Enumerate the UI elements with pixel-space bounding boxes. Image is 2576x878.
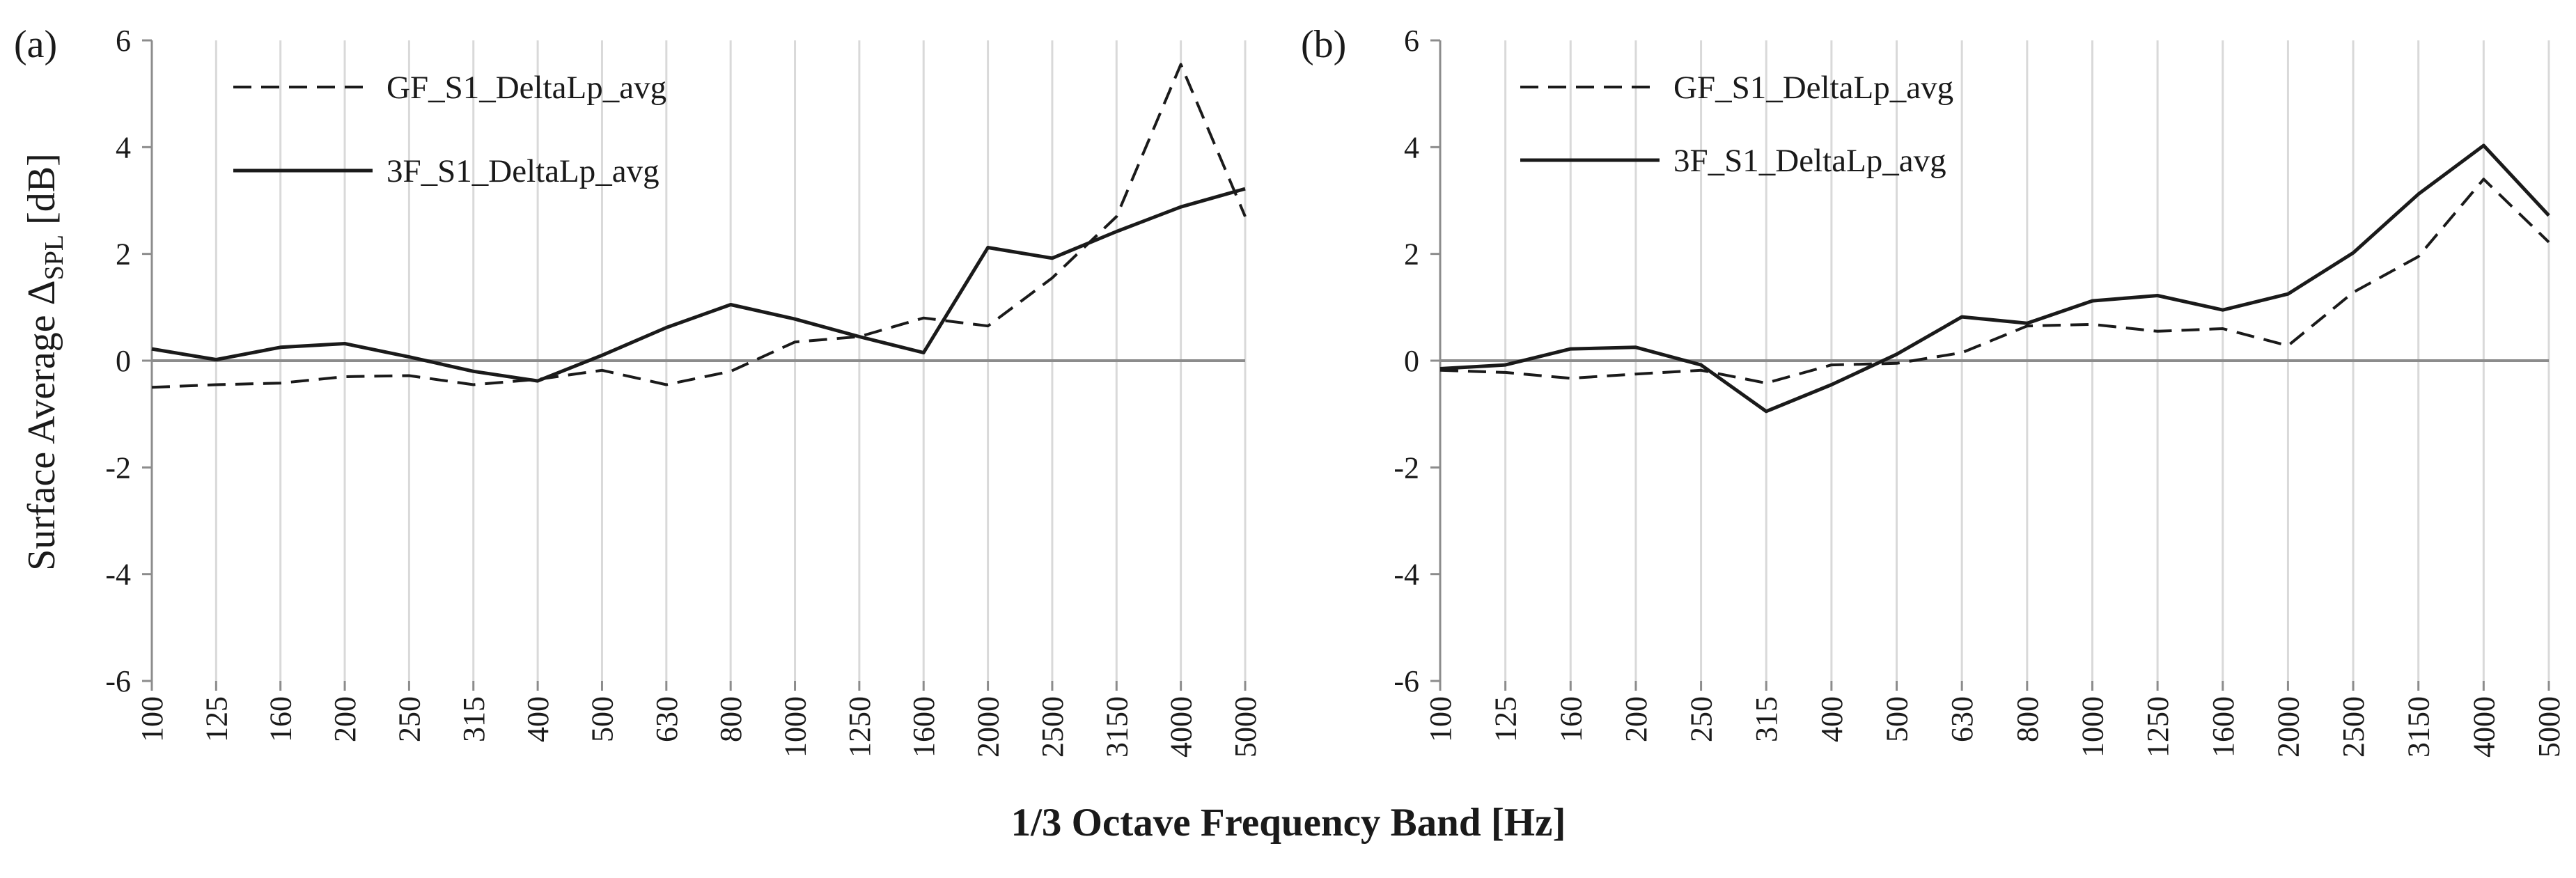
y-tick-label: 2 [116, 237, 131, 272]
x-tick-label-5000: 5000 [2532, 696, 2566, 758]
series-line-3f-s1 [151, 187, 1246, 383]
x-tick-label-630: 630 [1945, 696, 1979, 742]
x-tick-label-400: 400 [521, 696, 555, 742]
x-tick-label-160: 160 [1554, 696, 1588, 742]
x-tick-label-800: 800 [2011, 696, 2045, 742]
x-tick-label-5000: 5000 [1228, 696, 1263, 758]
series-line-gf-s1 [1439, 178, 2550, 385]
x-tick-label-800: 800 [714, 696, 748, 742]
y-tick-label: 4 [1404, 130, 1419, 164]
x-tick-label-2500: 2500 [2336, 696, 2371, 758]
x-tick-label-4000: 4000 [2467, 696, 2501, 758]
x-tick-label-315: 315 [457, 696, 491, 742]
x-tick-label-125: 125 [1489, 696, 1523, 742]
y-tick-label: 2 [1404, 237, 1419, 272]
legend-label-3f-s1: 3F_S1_DeltaLp_avg [387, 153, 659, 189]
y-axis-label: Surface Average ΔSPL [dB] [20, 153, 69, 571]
x-tick-label-1250: 1250 [843, 696, 877, 758]
x-tick-label-125: 125 [199, 696, 233, 742]
legend-label-gf-s1: GF_S1_DeltaLp_avg [1673, 70, 1953, 106]
x-tick-label-1000: 1000 [779, 696, 813, 758]
chart-panel-a: -6 -4 -2 0 2 4 6 100 125 160 200 250 315 400 500 630 800… [14, 23, 1263, 758]
y-tick-label: -4 [1394, 558, 1419, 592]
x-tick-label-250: 250 [1685, 696, 1719, 742]
series-line-3f-s1 [1439, 143, 2550, 414]
x-tick-label-100: 100 [135, 696, 169, 742]
y-tick-label: 6 [116, 24, 131, 58]
panel-label-b: (b) [1301, 23, 1346, 66]
x-tick-label-1600: 1600 [907, 696, 941, 758]
x-tick-label-200: 200 [1619, 696, 1653, 742]
x-tick-label-1000: 1000 [2075, 696, 2109, 758]
x-axis-label: 1/3 Octave Frequency Band [Hz] [1011, 801, 1566, 845]
x-tick-label-2000: 2000 [971, 696, 1006, 758]
y-tick-label: -4 [105, 558, 131, 592]
y-tick-label: 0 [116, 344, 131, 378]
y-tick-label: 6 [1404, 24, 1419, 58]
x-tick-label-2000: 2000 [2271, 696, 2305, 758]
x-tick-label-1250: 1250 [2141, 696, 2175, 758]
x-tick-label-500: 500 [1880, 696, 1914, 742]
x-tick-label-630: 630 [650, 696, 684, 742]
y-tick-label: -6 [105, 664, 131, 698]
x-tick-label-160: 160 [264, 696, 298, 742]
panel-label-a: (a) [14, 23, 57, 66]
x-tick-label-250: 250 [392, 696, 426, 742]
series-line-gf-s1 [151, 63, 1247, 389]
legend-label-gf-s1: GF_S1_DeltaLp_avg [387, 70, 666, 106]
x-tick-label-2500: 2500 [1036, 696, 1070, 758]
x-tick-label-3150: 3150 [1100, 696, 1134, 758]
y-tick-label: -2 [105, 450, 131, 485]
chart-panel-b: -6 -4 -2 0 2 4 6 100 125 160 200 250 315 400 500 630 800… [1301, 23, 2566, 758]
x-tick-label-3150: 3150 [2402, 696, 2436, 758]
y-tick-label: 4 [116, 130, 131, 164]
x-tick-label-315: 315 [1749, 696, 1783, 742]
x-tick-label-200: 200 [328, 696, 362, 742]
x-tick-label-100: 100 [1423, 696, 1458, 742]
x-tick-label-500: 500 [585, 696, 619, 742]
y-tick-label: -2 [1394, 450, 1419, 485]
x-tick-label-1600: 1600 [2206, 696, 2240, 758]
y-tick-label: -6 [1394, 664, 1419, 698]
x-tick-label-400: 400 [1815, 696, 1849, 742]
y-tick-label: 0 [1404, 344, 1419, 378]
x-tick-label-4000: 4000 [1164, 696, 1199, 758]
legend-label-3f-s1: 3F_S1_DeltaLp_avg [1673, 143, 1946, 179]
